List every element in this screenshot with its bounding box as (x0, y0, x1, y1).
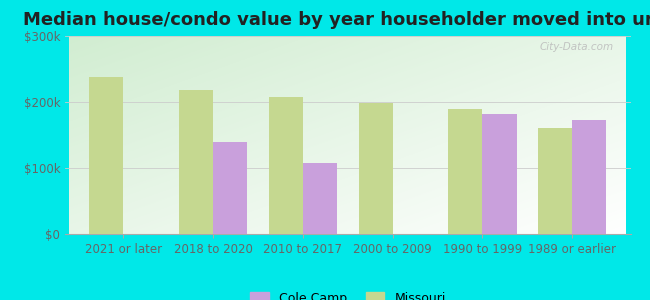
Bar (213, 142, 247, 234)
Bar (572, 121, 606, 234)
Bar (359, 103, 393, 234)
Bar (448, 109, 482, 234)
Title: Median house/condo value by year householder moved into unit: Median house/condo value by year househo… (23, 11, 650, 29)
Bar (89, 77, 124, 234)
Bar (538, 128, 572, 234)
Bar (268, 98, 303, 234)
Bar (482, 114, 517, 234)
Legend: Cole Camp, Missouri: Cole Camp, Missouri (244, 285, 452, 300)
Bar (303, 163, 337, 234)
Text: City-Data.com: City-Data.com (540, 42, 614, 52)
Bar (179, 90, 213, 234)
